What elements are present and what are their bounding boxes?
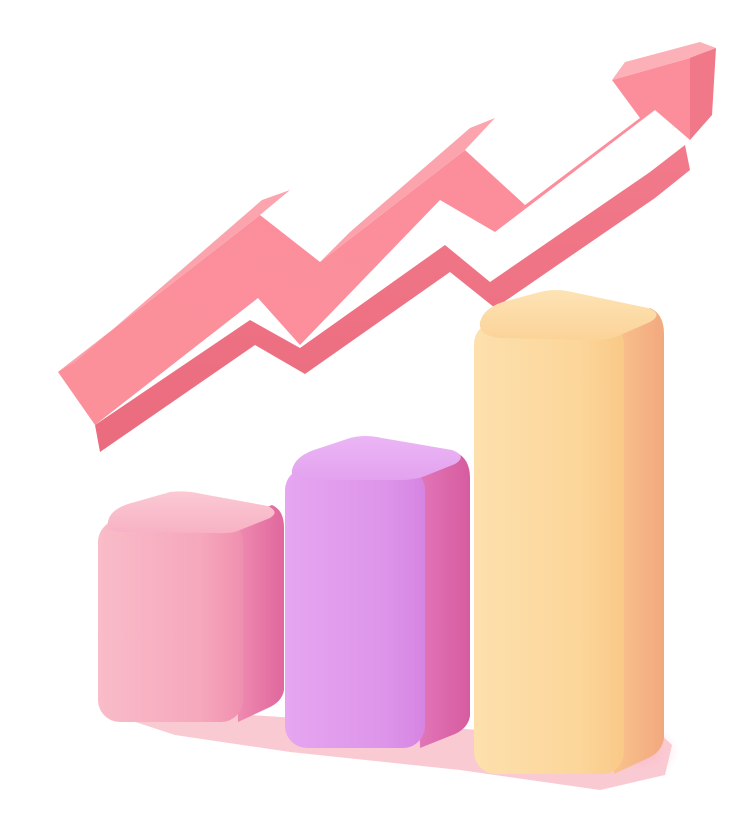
- growth-arrow: [58, 42, 716, 452]
- bar-tall: [474, 290, 664, 774]
- bar-medium: [285, 436, 470, 748]
- bar-short: [98, 491, 284, 722]
